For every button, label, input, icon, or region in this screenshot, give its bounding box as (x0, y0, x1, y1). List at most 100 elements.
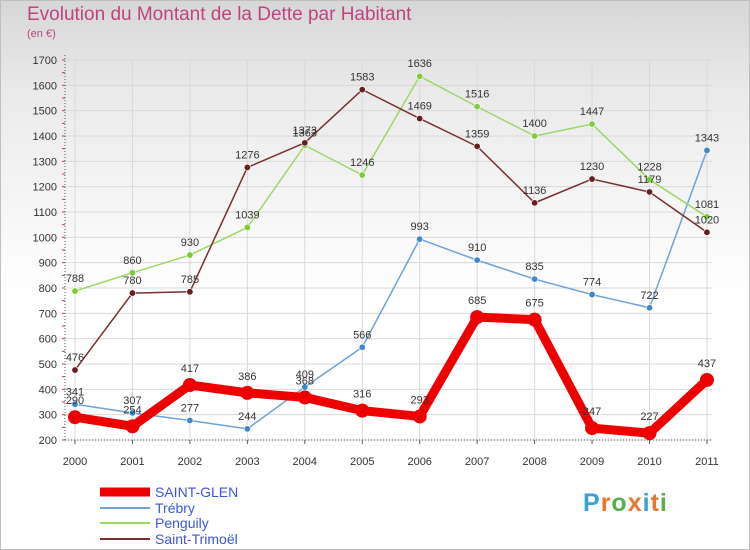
data-point-tr-bry (531, 275, 539, 283)
data-point-saint-glen (125, 419, 140, 434)
data-point-saint-trimo-l (473, 142, 481, 150)
y-tick-label: 700 (39, 308, 57, 320)
x-tick-label: 2006 (407, 456, 431, 468)
data-point-tr-bry (128, 409, 136, 417)
data-label-penguily: 1228 (637, 162, 661, 174)
y-tick-label: 1500 (33, 106, 57, 118)
x-tick-label: 2005 (350, 456, 374, 468)
data-label-saint-trimo-l: 476 (66, 352, 84, 364)
data-point-saint-trimo-l (301, 139, 309, 147)
data-point-tr-bry (703, 146, 711, 154)
x-tick-label: 2007 (465, 456, 489, 468)
data-point-saint-trimo-l (128, 289, 136, 297)
y-tick-label: 400 (39, 384, 57, 396)
data-point-tr-bry (358, 343, 366, 351)
y-tick-label: 1600 (33, 80, 57, 92)
data-point-saint-glen (68, 410, 82, 425)
data-point-penguily (531, 132, 539, 140)
data-label-tr-bry: 722 (640, 290, 658, 302)
y-tick-label: 1000 (33, 232, 57, 244)
data-point-saint-glen (470, 310, 485, 325)
x-tick-label: 2001 (120, 456, 144, 468)
data-label-saint-glen: 227 (640, 411, 658, 423)
legend-label-saint-glen: SAINT-GLEN (155, 484, 238, 500)
data-point-tr-bry (71, 400, 79, 408)
data-point-saint-glen (297, 390, 312, 405)
data-label-tr-bry: 409 (296, 369, 314, 381)
data-point-tr-bry (301, 383, 309, 391)
data-label-penguily: 1636 (407, 58, 431, 70)
data-point-saint-trimo-l (703, 228, 711, 236)
x-tick-label: 2004 (293, 456, 317, 468)
y-tick-label: 300 (39, 410, 57, 422)
data-label-saint-glen: 685 (468, 295, 486, 307)
logo-letter: o (611, 489, 628, 517)
data-point-saint-glen (642, 426, 657, 441)
data-point-penguily (243, 223, 251, 231)
data-point-saint-trimo-l (71, 366, 79, 374)
data-label-saint-trimo-l: 785 (181, 274, 199, 286)
data-label-saint-glen: 368 (296, 375, 314, 387)
x-tick-label: 2000 (63, 456, 87, 468)
y-tick-label: 600 (39, 334, 57, 346)
data-label-penguily: 788 (66, 273, 84, 285)
data-label-saint-glen: 316 (353, 389, 371, 401)
data-label-penguily: 1400 (522, 118, 546, 130)
series-line-tr-bry (74, 149, 708, 430)
data-point-saint-glen (412, 409, 427, 424)
data-label-tr-bry: 774 (583, 277, 601, 289)
data-label-tr-bry: 566 (353, 329, 371, 341)
y-tick-label: 200 (39, 435, 57, 447)
logo-letter: x (627, 489, 643, 517)
x-tick-label: 2010 (637, 456, 661, 468)
logo-letter: i (659, 489, 668, 517)
data-label-saint-trimo-l: 1469 (407, 101, 431, 113)
data-point-tr-bry (186, 416, 194, 424)
data-point-saint-glen (527, 312, 542, 327)
x-tick-label: 2003 (235, 456, 259, 468)
data-point-penguily (703, 213, 711, 221)
legend-label-penguily: Penguily (155, 515, 209, 531)
logo-letter: i (642, 489, 651, 517)
data-label-penguily: 1363 (293, 127, 317, 139)
data-point-saint-glen (585, 421, 600, 436)
data-point-saint-trimo-l (588, 175, 596, 183)
data-label-saint-trimo-l: 1136 (523, 185, 547, 197)
data-label-saint-glen: 293 (411, 394, 429, 406)
data-point-tr-bry (473, 256, 481, 264)
y-tick-label: 1700 (33, 55, 57, 67)
data-point-saint-glen (182, 378, 197, 393)
data-point-penguily (588, 120, 596, 128)
data-label-saint-trimo-l: 1179 (638, 174, 662, 186)
data-label-penguily: 860 (123, 255, 141, 267)
data-label-saint-glen: 386 (238, 371, 256, 383)
data-label-penguily: 1246 (350, 157, 374, 169)
series-line-saint-trimo-l (74, 88, 708, 371)
legend-label-tr-bry: Trébry (155, 500, 195, 516)
data-point-penguily (416, 72, 424, 80)
data-label-saint-trimo-l: 1373 (293, 125, 317, 137)
logo-letter: t (650, 489, 660, 517)
data-label-saint-glen: 290 (66, 395, 84, 407)
data-point-penguily (71, 287, 79, 295)
y-tick-label: 1100 (33, 207, 57, 219)
data-label-saint-trimo-l: 1020 (695, 214, 719, 226)
data-label-tr-bry: 277 (181, 402, 199, 414)
data-point-tr-bry (588, 291, 596, 299)
y-tick-label: 900 (39, 258, 57, 270)
data-label-tr-bry: 341 (66, 386, 84, 398)
data-label-saint-glen: 437 (698, 358, 716, 370)
data-label-penguily: 930 (181, 237, 199, 249)
logo-letter: r (600, 489, 612, 517)
data-label-saint-trimo-l: 1583 (350, 72, 374, 84)
y-tick-label: 800 (39, 283, 57, 295)
unit-label: (en €) (27, 28, 56, 40)
data-point-penguily (128, 269, 136, 277)
data-label-saint-trimo-l: 780 (123, 275, 141, 287)
data-label-saint-trimo-l: 1230 (580, 161, 604, 173)
data-label-saint-glen: 247 (583, 406, 601, 418)
proxiti-logo: Proxiti (583, 489, 668, 518)
data-point-saint-trimo-l (186, 288, 194, 296)
series-line-saint-glen (70, 312, 712, 438)
